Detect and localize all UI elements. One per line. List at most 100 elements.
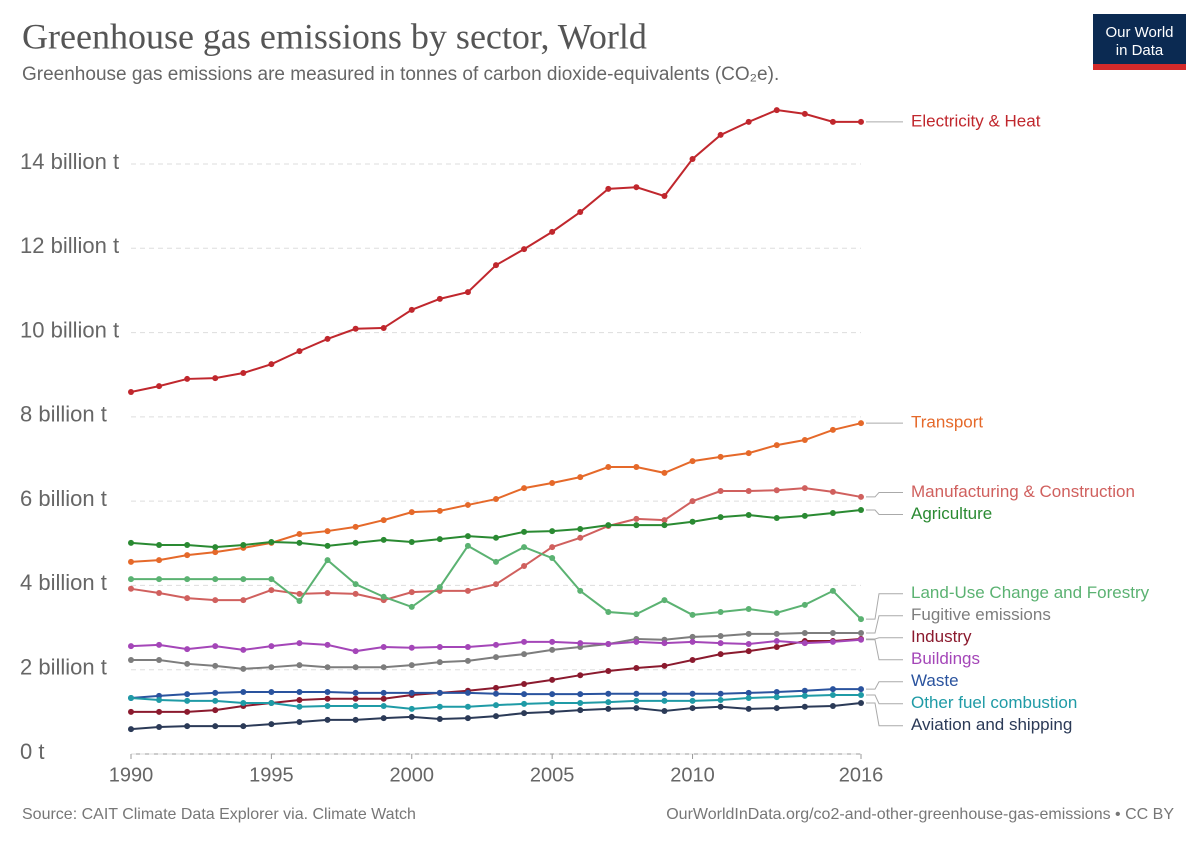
data-point	[352, 695, 359, 702]
data-point	[352, 716, 359, 723]
data-point	[156, 590, 163, 597]
data-point	[633, 611, 640, 618]
data-point	[745, 512, 752, 519]
data-point	[212, 375, 219, 382]
data-point	[633, 690, 640, 697]
data-point	[268, 576, 275, 583]
x-tick-label: 2016	[839, 764, 884, 786]
data-point	[577, 691, 584, 698]
data-point	[661, 640, 668, 647]
data-point	[773, 442, 780, 449]
data-point	[829, 692, 836, 699]
data-point	[184, 576, 191, 583]
data-point	[773, 609, 780, 616]
label-connector	[866, 639, 903, 661]
data-point	[128, 558, 134, 565]
data-point	[829, 702, 836, 709]
data-point	[717, 640, 724, 647]
data-point	[296, 590, 303, 597]
data-point	[464, 587, 471, 594]
data-point	[661, 697, 668, 704]
data-point	[829, 488, 836, 495]
data-point	[408, 689, 415, 696]
data-point	[549, 676, 556, 683]
data-point	[184, 723, 191, 730]
data-point	[408, 539, 415, 546]
data-point	[717, 488, 724, 495]
data-point	[268, 587, 275, 594]
data-point	[633, 638, 640, 645]
data-point	[380, 517, 387, 524]
data-point	[661, 522, 668, 529]
data-point	[324, 335, 331, 342]
data-point	[156, 724, 163, 731]
data-point	[212, 549, 219, 556]
data-point	[689, 690, 696, 697]
data-point	[464, 657, 471, 664]
data-point	[493, 262, 499, 269]
data-point	[773, 638, 780, 645]
y-tick-label: 4 billion t	[20, 570, 107, 595]
data-point	[661, 517, 668, 524]
label-connector	[866, 509, 903, 515]
data-point	[858, 616, 864, 623]
y-tick-label: 2 billion t	[20, 655, 107, 680]
data-point	[745, 118, 752, 125]
y-tick-label: 14 billion t	[20, 149, 119, 174]
data-point	[549, 638, 556, 645]
data-point	[380, 593, 387, 600]
legend-label: Agriculture	[911, 504, 992, 523]
data-point	[829, 509, 836, 516]
data-point	[464, 533, 471, 540]
data-point	[268, 700, 275, 707]
data-point	[212, 723, 219, 730]
data-point	[745, 450, 752, 457]
data-point	[380, 689, 387, 696]
data-point	[296, 598, 303, 605]
data-point	[184, 552, 191, 559]
data-point	[633, 184, 640, 191]
data-point	[493, 558, 499, 565]
data-point	[858, 692, 864, 699]
data-point	[240, 689, 247, 696]
data-point	[745, 648, 752, 655]
data-point	[577, 209, 584, 216]
data-point	[352, 664, 359, 671]
y-tick-label: 6 billion t	[20, 486, 107, 511]
data-point	[745, 694, 752, 701]
y-tick-label: 0 t	[20, 739, 44, 764]
data-point	[829, 426, 836, 433]
data-point	[464, 501, 471, 508]
data-point	[577, 587, 584, 594]
chart-subtitle: Greenhouse gas emissions are measured in…	[22, 64, 779, 85]
data-point	[829, 587, 836, 594]
data-point	[352, 689, 359, 696]
data-point	[212, 697, 219, 704]
data-point	[773, 689, 780, 696]
data-point	[858, 118, 864, 125]
data-point	[633, 697, 640, 704]
data-point	[605, 705, 612, 712]
data-point	[128, 657, 134, 664]
legend-label: Transport	[911, 413, 983, 432]
data-point	[549, 480, 556, 487]
data-point	[605, 522, 612, 529]
data-point	[268, 664, 275, 671]
data-point	[324, 702, 331, 709]
legend-label: Land-Use Change and Forestry	[911, 583, 1150, 602]
data-point	[858, 506, 864, 513]
data-point	[296, 662, 303, 669]
label-connector	[866, 637, 903, 640]
data-point	[324, 542, 331, 549]
data-point	[212, 544, 219, 551]
data-point	[801, 687, 808, 694]
data-point	[436, 703, 443, 710]
data-point	[801, 485, 808, 492]
data-point	[717, 453, 724, 460]
data-point	[464, 715, 471, 722]
data-point	[240, 646, 247, 653]
data-point	[380, 702, 387, 709]
data-point	[549, 544, 556, 551]
label-connector	[866, 615, 903, 634]
footer-note: OurWorldInData.org/co2-and-other-greenho…	[666, 806, 1174, 823]
